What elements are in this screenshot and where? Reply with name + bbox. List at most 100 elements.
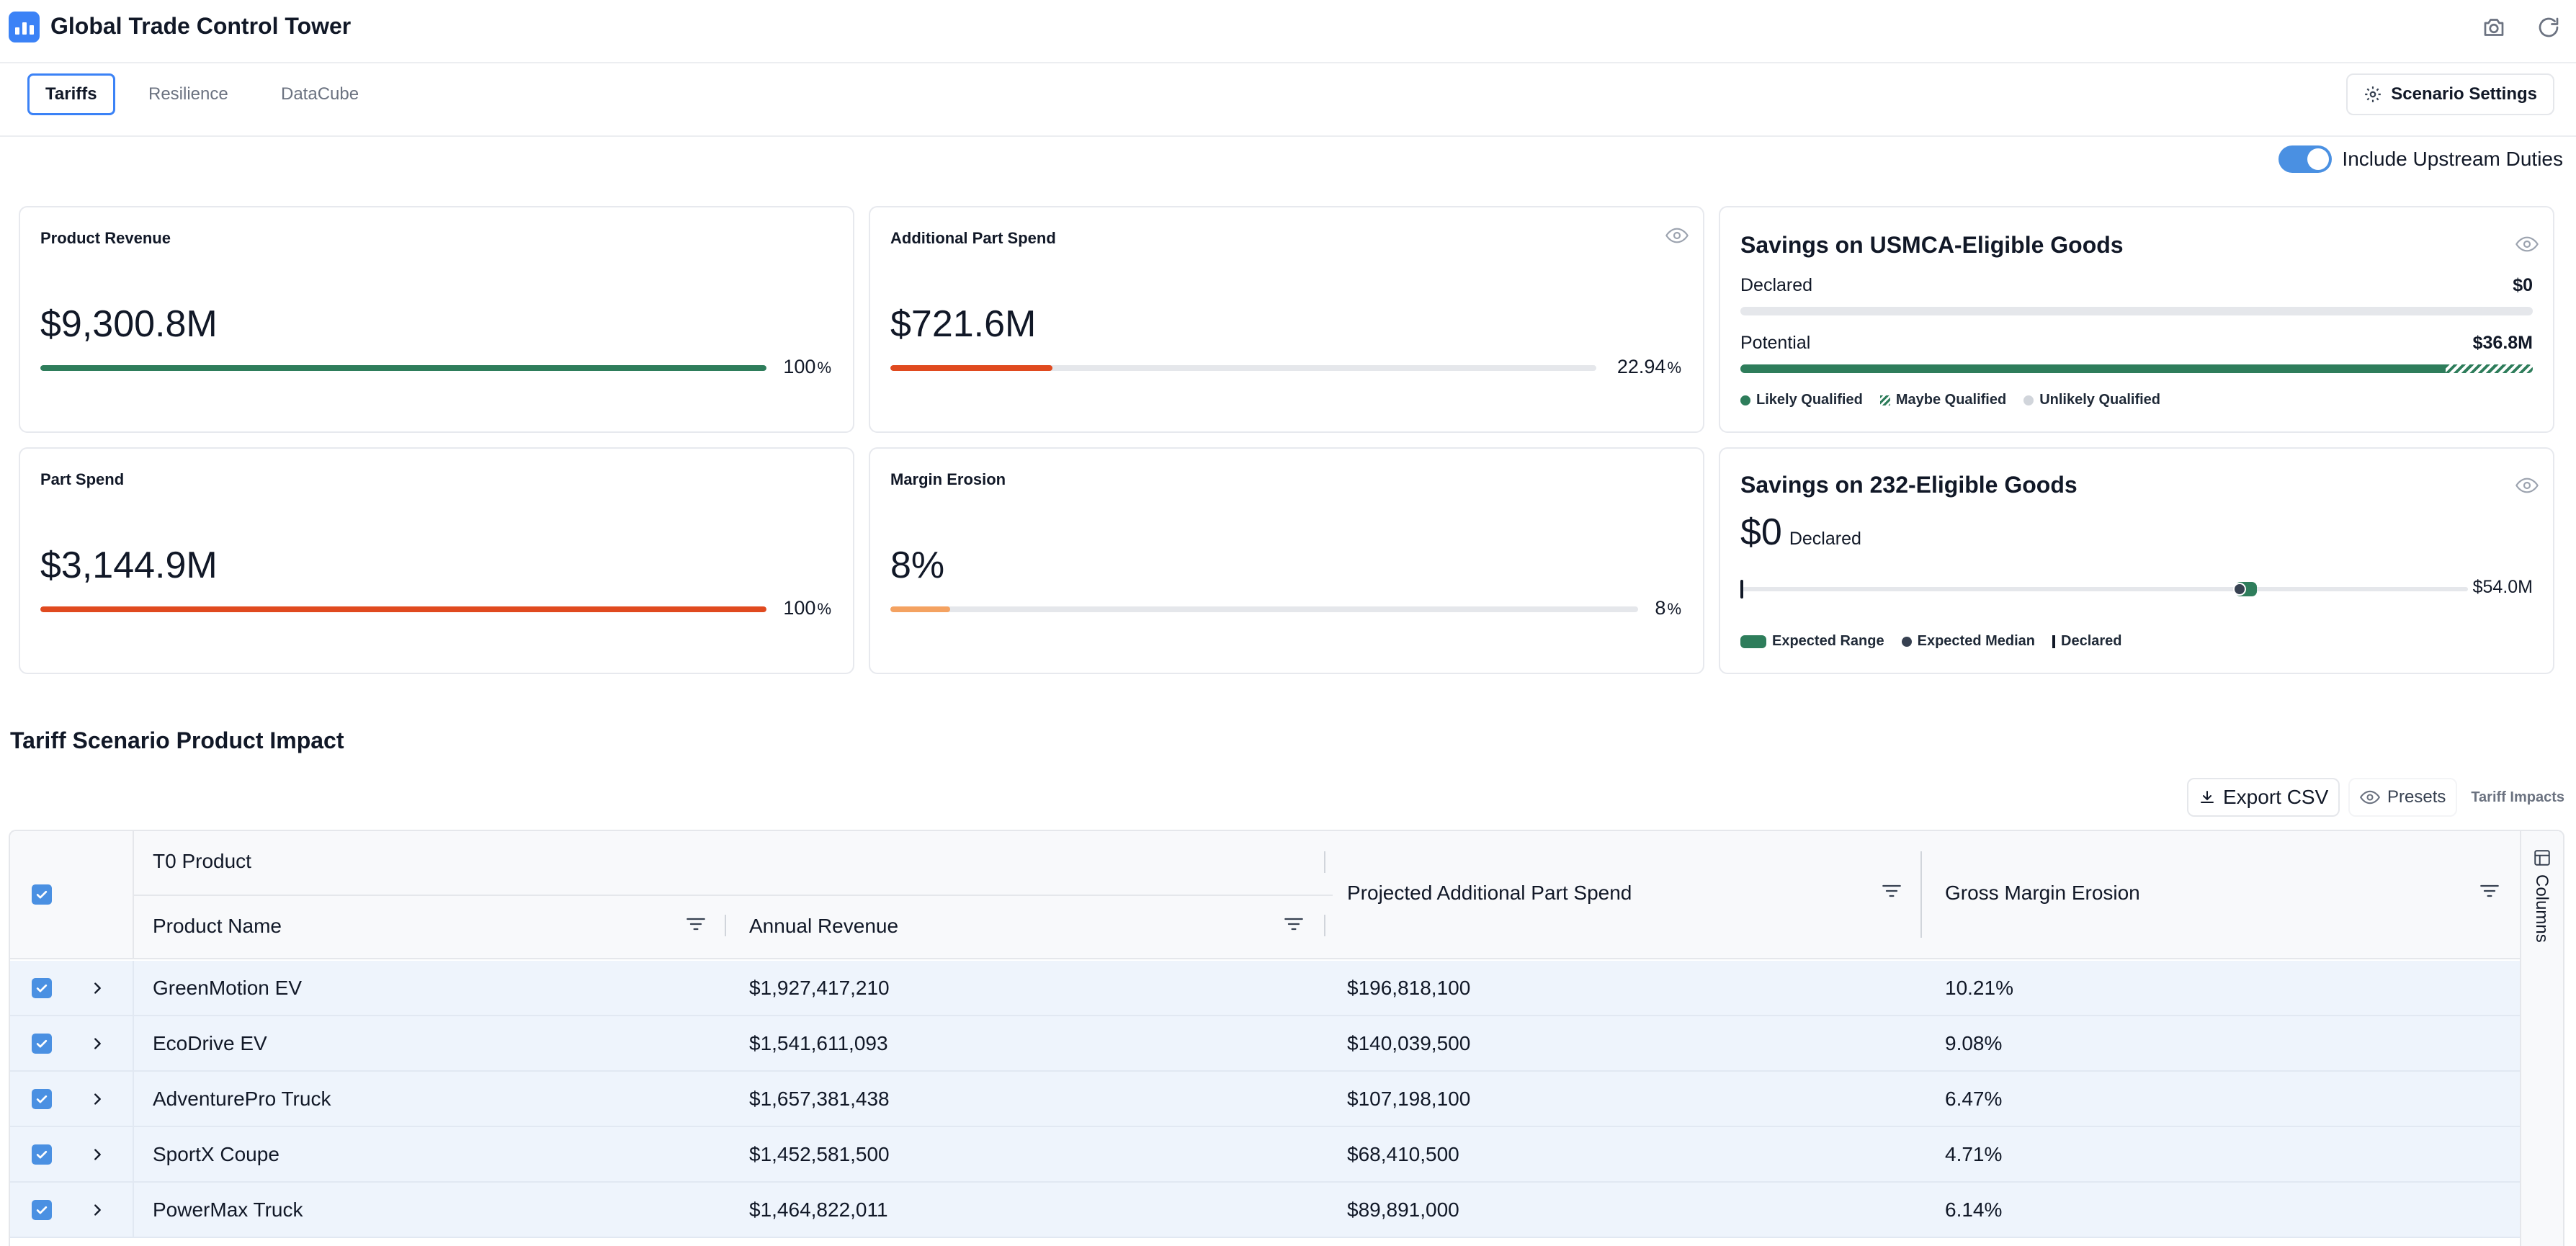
range-swatch-icon	[1740, 635, 1766, 648]
chevron-right-icon[interactable]	[89, 1091, 105, 1107]
col-header-projected-additional-part-spend[interactable]: Projected Additional Part Spend	[1347, 882, 1632, 904]
camera-icon[interactable]	[2481, 14, 2507, 40]
col-separator[interactable]	[725, 915, 726, 936]
row-checkbox[interactable]	[32, 1200, 52, 1220]
gear-icon	[2365, 86, 2382, 102]
table-header: T0 Product Product Name Annual Revenue P…	[10, 831, 2523, 959]
kpi-margin-erosion: Margin Erosion 8% 8%	[869, 447, 1704, 674]
filter-icon[interactable]	[2479, 883, 2500, 899]
table-row[interactable]: EcoDrive EV $1,541,611,093 $140,039,500 9.0…	[10, 1016, 2523, 1072]
product-impact-table: T0 Product Product Name Annual Revenue P…	[9, 830, 2564, 1246]
usmca-potential-label: Potential	[1740, 333, 1811, 353]
cell-margin-erosion: 9.08%	[1945, 1032, 2003, 1054]
filter-icon[interactable]	[686, 916, 706, 932]
usmca-potential-bar	[1740, 364, 2533, 373]
col-divider	[133, 1127, 134, 1183]
row-checkbox[interactable]	[32, 978, 52, 998]
cell-projected-spend: $89,891,000	[1347, 1198, 1459, 1221]
eye-icon[interactable]	[1665, 228, 1689, 243]
check-icon	[36, 890, 48, 899]
view-name-label[interactable]: Tariff Impacts	[2471, 789, 2564, 805]
columns-side-panel[interactable]: Columns	[2520, 831, 2563, 1246]
eye-icon	[2360, 790, 2380, 804]
cell-projected-spend: $107,198,100	[1347, 1088, 1471, 1110]
kpi-part-spend: Part Spend $3,144.9M 100%	[19, 447, 854, 674]
kpi-product-revenue: Product Revenue $9,300.8M 100%	[19, 206, 854, 433]
tab-tariffs[interactable]: Tariffs	[27, 73, 115, 115]
select-all-checkbox[interactable]	[32, 884, 52, 905]
kpi-progress-fill	[890, 365, 1052, 371]
col-separator[interactable]	[1324, 915, 1325, 936]
scenario-settings-label: Scenario Settings	[2391, 84, 2537, 104]
row-checkbox[interactable]	[32, 1034, 52, 1054]
row-checkbox[interactable]	[32, 1089, 52, 1109]
maybe-hatch-icon	[1879, 395, 1890, 405]
kpi-value: $721.6M	[890, 303, 1037, 345]
col-header-annual-revenue[interactable]: Annual Revenue	[749, 915, 899, 937]
chevron-right-icon[interactable]	[89, 980, 105, 996]
cell-product-name: GreenMotion EV	[153, 977, 302, 999]
presets-button[interactable]: Presets	[2348, 778, 2458, 817]
s232-expected-median	[2232, 583, 2246, 596]
chevron-right-icon[interactable]	[89, 1202, 105, 1218]
upstream-duties-toggle[interactable]	[2278, 145, 2333, 173]
scenario-settings-button[interactable]: Scenario Settings	[2346, 73, 2554, 115]
legend-expected-median: Expected Median	[1901, 633, 2035, 650]
usmca-likely-segment	[1740, 364, 2446, 373]
tab-datacube[interactable]: DataCube	[281, 84, 359, 104]
usmca-declared-value: $0	[2513, 275, 2533, 295]
declared-tick-icon	[2052, 635, 2055, 648]
legend-declared: Declared	[2052, 633, 2122, 650]
cell-annual-revenue: $1,452,581,500	[749, 1143, 890, 1165]
export-csv-button[interactable]: Export CSV	[2187, 778, 2340, 817]
kpi-progress-track	[890, 365, 1596, 371]
col-separator[interactable]	[1920, 851, 1922, 938]
usmca-declared-bar	[1740, 307, 2533, 315]
col-header-gross-margin-erosion[interactable]: Gross Margin Erosion	[1945, 882, 2140, 904]
col-divider	[133, 961, 134, 1016]
col-header-product-name[interactable]: Product Name	[153, 915, 282, 937]
tab-resilience[interactable]: Resilience	[148, 84, 228, 104]
usmca-potential-value: $36.8M	[2472, 333, 2533, 353]
usmca-maybe-segment	[2446, 364, 2533, 373]
col-separator[interactable]	[1324, 851, 1325, 873]
filter-icon[interactable]	[1882, 883, 1902, 899]
cell-annual-revenue: $1,927,417,210	[749, 977, 890, 999]
s232-savings-card: Savings on 232-Eligible Goods $0 Declare…	[1719, 447, 2554, 674]
group-divider	[134, 895, 1333, 896]
cell-margin-erosion: 6.14%	[1945, 1198, 2003, 1221]
cell-annual-revenue: $1,657,381,438	[749, 1088, 890, 1110]
cell-annual-revenue: $1,541,611,093	[749, 1032, 888, 1054]
likely-dot-icon	[1740, 395, 1750, 405]
check-icon	[36, 984, 48, 992]
legend-maybe: Maybe Qualified	[1879, 392, 2006, 408]
cell-product-name: SportX Coupe	[153, 1143, 279, 1165]
filter-icon[interactable]	[1284, 916, 1304, 932]
chevron-right-icon[interactable]	[89, 1036, 105, 1052]
table-row[interactable]: SportX Coupe $1,452,581,500 $68,410,500 4.7…	[10, 1127, 2523, 1183]
table-row[interactable]: GreenMotion EV $1,927,417,210 $196,818,100…	[10, 961, 2523, 1016]
row-checkbox[interactable]	[32, 1144, 52, 1165]
s232-title: Savings on 232-Eligible Goods	[1740, 472, 2078, 498]
kpi-value: $3,144.9M	[40, 544, 218, 586]
refresh-icon[interactable]	[2536, 14, 2562, 40]
kpi-percent: 100%	[783, 597, 831, 619]
kpi-title: Margin Erosion	[890, 470, 1006, 488]
chevron-right-icon[interactable]	[89, 1147, 105, 1162]
check-icon	[36, 1095, 48, 1103]
eye-icon[interactable]	[2515, 236, 2539, 252]
col-divider	[133, 831, 134, 959]
cell-margin-erosion: 4.71%	[1945, 1143, 2003, 1165]
check-icon	[36, 1039, 48, 1048]
download-icon	[2201, 791, 2214, 803]
kpi-percent: 8%	[1655, 597, 1681, 619]
kpi-value: $9,300.8M	[40, 303, 218, 345]
kpi-additional-part-spend: Additional Part Spend $721.6M 22.94%	[869, 206, 1704, 433]
col-divider	[133, 1016, 134, 1072]
eye-icon[interactable]	[2515, 478, 2539, 493]
table-row[interactable]: AdventurePro Truck $1,657,381,438 $107,198…	[10, 1072, 2523, 1127]
table-row[interactable]: PowerMax Truck $1,464,822,011 $89,891,000 6…	[10, 1183, 2523, 1238]
cell-annual-revenue: $1,464,822,011	[749, 1198, 888, 1221]
cell-projected-spend: $196,818,100	[1347, 977, 1471, 999]
s232-value-label: Declared	[1789, 529, 1861, 549]
